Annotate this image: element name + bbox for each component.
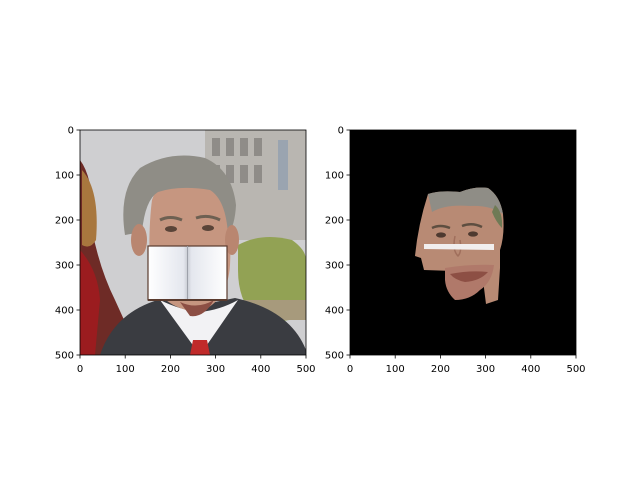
left-xtick-label-0: 0 [77, 364, 83, 375]
right-xtick-label-300: 300 [476, 364, 495, 375]
left-ytick-label-0: 0 [68, 126, 74, 137]
right-ytick-label-300: 300 [325, 261, 344, 272]
right-ytick-label-100: 100 [325, 171, 344, 182]
left-ytick-label-100: 100 [55, 171, 74, 182]
right-xtick-label-500: 500 [566, 364, 585, 375]
right-ytick-label-200: 200 [325, 216, 344, 227]
left-ytick-label-400: 400 [55, 306, 74, 317]
right-xtick-label-0: 0 [347, 364, 353, 375]
right-mask-image [350, 130, 576, 355]
left-xtick-label-100: 100 [116, 364, 135, 375]
left-ytick-label-500: 500 [55, 351, 74, 362]
left-photo [80, 130, 306, 355]
right-ytick-label-400: 400 [325, 306, 344, 317]
right-xtick-label-100: 100 [386, 364, 405, 375]
left-xtick-label-400: 400 [251, 364, 270, 375]
left-xtick-label-300: 300 [206, 364, 225, 375]
left-xtick-label-500: 500 [296, 364, 315, 375]
left-ytick-label-200: 200 [55, 216, 74, 227]
right-ytick-label-0: 0 [338, 126, 344, 137]
left-xtick-label-200: 200 [161, 364, 180, 375]
left-axes-frame [79, 129, 307, 356]
right-xtick-label-400: 400 [521, 364, 540, 375]
right-ytick-label-500: 500 [325, 351, 344, 362]
right-xtick-label-200: 200 [431, 364, 450, 375]
left-ytick-label-300: 300 [55, 261, 74, 272]
right-axes-frame [349, 129, 577, 356]
